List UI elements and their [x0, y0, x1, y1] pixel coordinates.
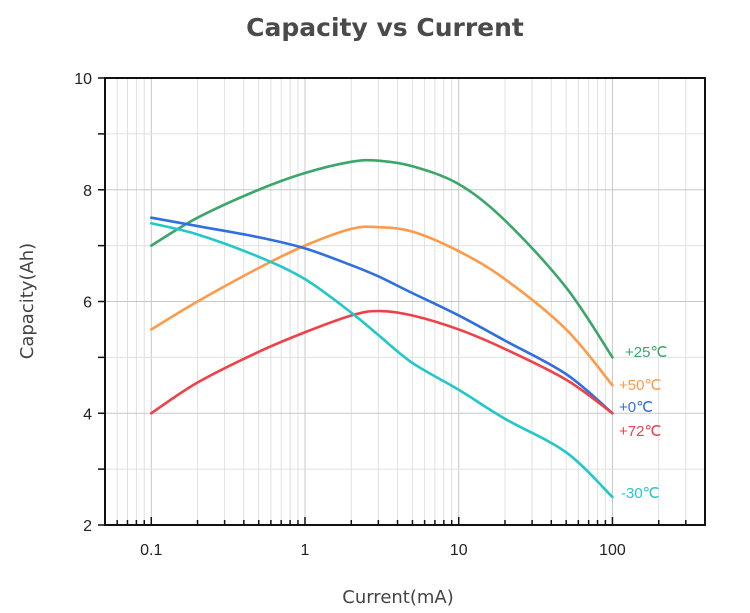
- series-line: [149, 225, 614, 387]
- series-label: -30℃: [621, 485, 660, 502]
- x-tick-label: 10: [450, 542, 468, 559]
- series-line: [149, 158, 614, 359]
- series-label: +72℃: [619, 423, 661, 440]
- x-tick-label: 1: [301, 542, 310, 559]
- series-line: [149, 309, 614, 415]
- x-tick-label: 0.1: [140, 542, 162, 559]
- series-labels: +25℃ +50℃ +0℃ +72℃ -30℃: [619, 344, 667, 502]
- x-tick-label: 100: [599, 542, 626, 559]
- plot-frame: [104, 77, 706, 526]
- axes: [98, 77, 706, 526]
- y-tick-label: 2: [83, 518, 92, 535]
- y-tick-label: 6: [83, 295, 92, 312]
- chart-title: Capacity vs Current: [246, 13, 524, 42]
- series-line: [149, 216, 614, 415]
- series-label: +25℃: [625, 344, 667, 361]
- series-label: +50℃: [619, 377, 661, 394]
- x-axis-label: Current(mA): [342, 587, 454, 608]
- y-tick-label: 4: [83, 406, 92, 423]
- series-label: +0℃: [619, 399, 653, 416]
- series-lines: [149, 158, 614, 499]
- y-axis-label: Capacity(Ah): [17, 243, 38, 359]
- y-tick-label: 8: [83, 183, 92, 200]
- y-tick-label: 10: [74, 71, 92, 88]
- series-line: [149, 221, 614, 499]
- tick-labels: 0.1 1 10 100 2 4 6 8 10: [74, 71, 626, 559]
